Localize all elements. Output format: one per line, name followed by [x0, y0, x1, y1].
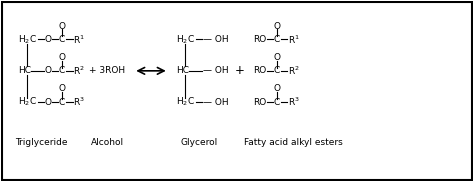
Text: H$_2$C: H$_2$C — [18, 33, 37, 46]
Text: HC: HC — [176, 66, 189, 75]
Text: R$^2$: R$^2$ — [288, 65, 300, 77]
Text: Fatty acid alkyl esters: Fatty acid alkyl esters — [244, 138, 343, 147]
Text: O: O — [45, 35, 52, 44]
Text: O: O — [274, 21, 281, 31]
Text: O: O — [45, 98, 52, 107]
Text: +: + — [235, 64, 244, 77]
Text: O: O — [59, 84, 66, 93]
Text: O: O — [274, 84, 281, 93]
Text: H$_2$C: H$_2$C — [176, 33, 195, 46]
Text: O: O — [59, 21, 66, 31]
Text: R$^3$: R$^3$ — [73, 96, 85, 108]
Text: R$^2$: R$^2$ — [73, 65, 85, 77]
Text: C: C — [59, 66, 65, 75]
Text: — OH: — OH — [202, 66, 228, 75]
Text: RO: RO — [254, 66, 267, 75]
Text: R$^3$: R$^3$ — [288, 96, 300, 108]
Text: H$_2$C: H$_2$C — [18, 96, 37, 108]
Text: C: C — [274, 98, 280, 107]
Text: C: C — [59, 35, 65, 44]
Text: H$_2$C: H$_2$C — [176, 96, 195, 108]
Text: O: O — [45, 66, 52, 75]
Text: R$^1$: R$^1$ — [73, 33, 85, 46]
Text: O: O — [59, 53, 66, 62]
Text: Alcohol: Alcohol — [91, 138, 124, 147]
Text: C: C — [59, 98, 65, 107]
Text: Triglyceride: Triglyceride — [15, 138, 68, 147]
Text: — OH: — OH — [202, 35, 228, 44]
Text: + 3ROH: + 3ROH — [89, 66, 125, 75]
Text: C: C — [274, 66, 280, 75]
Text: RO: RO — [254, 98, 267, 107]
Text: R$^1$: R$^1$ — [288, 33, 300, 46]
Text: C: C — [274, 35, 280, 44]
FancyBboxPatch shape — [2, 2, 472, 180]
Text: HC: HC — [18, 66, 31, 75]
Text: — OH: — OH — [202, 98, 228, 107]
Text: RO: RO — [254, 35, 267, 44]
Text: O: O — [274, 53, 281, 62]
Text: Glycerol: Glycerol — [181, 138, 218, 147]
